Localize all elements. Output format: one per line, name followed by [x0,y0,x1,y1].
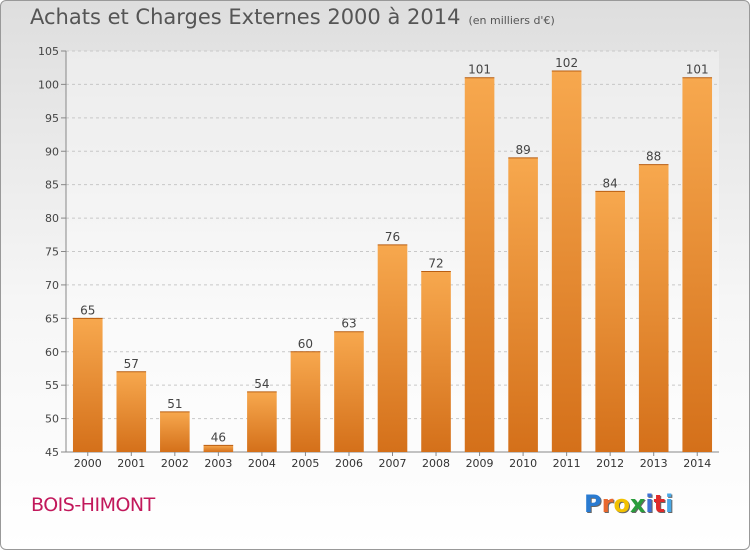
bar [334,331,364,452]
bar [160,411,190,452]
data-label: 101 [686,63,709,77]
logo-letter: t [653,490,666,518]
bar [247,391,277,452]
y-tick-label: 60 [45,346,59,359]
x-tick-label: 2008 [422,457,450,470]
x-tick-label: 2003 [204,457,232,470]
bar [595,191,625,452]
data-label: 57 [124,357,139,371]
data-label: 63 [341,317,356,331]
bar [508,157,538,452]
data-label: 51 [167,397,182,411]
x-tick-label: 2012 [596,457,624,470]
data-label: 60 [298,337,313,351]
x-tick-label: 2010 [509,457,537,470]
bar [464,77,495,452]
y-tick-label: 105 [38,45,59,58]
logo-letter: i [665,490,674,518]
data-label: 54 [254,377,269,391]
y-tick-label: 95 [45,112,59,125]
y-tick-label: 70 [45,279,59,292]
y-tick-label: 75 [45,246,59,259]
subtitle-text: (en milliers d'€) [468,14,555,27]
bar [72,318,103,452]
logo-letter: i [645,490,654,518]
y-tick-label: 90 [45,145,59,158]
x-tick-label: 2007 [379,457,407,470]
bar [116,371,147,452]
bar [377,244,408,452]
data-label: 88 [646,150,661,164]
logo-letter: r [601,490,614,518]
data-label: 76 [385,230,400,244]
y-tick-label: 80 [45,212,59,225]
data-label: 72 [428,257,443,271]
title-text: Achats et Charges Externes 2000 à 2014 [30,5,461,29]
y-tick-label: 50 [45,413,59,426]
x-tick-label: 2001 [117,457,145,470]
place-name: BOIS-HIMONT [31,494,155,516]
y-tick-label: 100 [38,78,59,91]
x-tick-label: 2014 [683,457,711,470]
x-tick-label: 2002 [161,457,189,470]
x-tick-label: 2011 [553,457,581,470]
y-tick-label: 55 [45,379,59,392]
bar [421,271,451,452]
x-tick-label: 2009 [466,457,494,470]
data-label: 102 [555,56,578,70]
y-tick-label: 65 [45,312,59,325]
x-tick-label: 2013 [640,457,668,470]
x-tick-label: 2004 [248,457,276,470]
data-label: 84 [603,176,618,190]
x-tick-label: 2005 [291,457,319,470]
logo-letter: o [613,490,630,518]
x-tick-label: 2000 [74,457,102,470]
x-tick-label: 2006 [335,457,363,470]
proxiti-logo: Proxiti [584,490,673,518]
chart-title: Achats et Charges Externes 2000 à 2014 (e… [30,5,555,29]
bar [290,351,321,452]
bar [638,164,669,452]
y-tick-label: 85 [45,179,59,192]
logo-letter: P [584,490,602,518]
data-label: 65 [80,303,95,317]
bar [682,77,713,452]
bar [203,445,234,452]
data-label: 46 [211,430,226,444]
logo-letter: x [629,490,646,518]
bar [551,71,582,453]
data-label: 101 [468,63,491,77]
y-tick-label: 45 [45,446,59,459]
data-label: 89 [515,143,530,157]
